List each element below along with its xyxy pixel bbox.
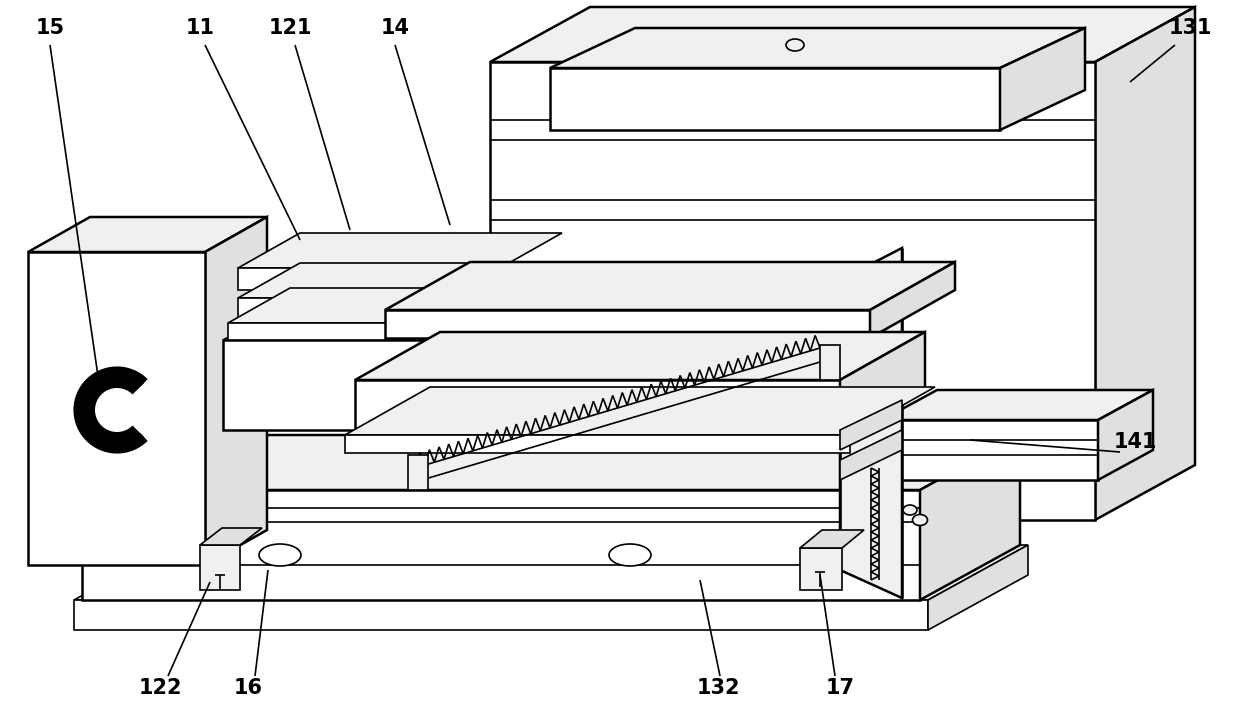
Text: 131: 131 [1168, 18, 1211, 38]
Ellipse shape [913, 515, 928, 525]
Polygon shape [238, 268, 500, 290]
Polygon shape [238, 298, 500, 318]
Polygon shape [839, 248, 901, 598]
Text: 14: 14 [381, 18, 409, 38]
Polygon shape [223, 340, 515, 430]
Text: 11: 11 [186, 18, 215, 38]
Text: 132: 132 [696, 678, 740, 698]
Polygon shape [355, 380, 839, 435]
Polygon shape [205, 217, 267, 565]
Polygon shape [345, 387, 935, 435]
Text: 17: 17 [826, 678, 854, 698]
Polygon shape [551, 68, 999, 130]
Polygon shape [1095, 7, 1195, 520]
Polygon shape [551, 28, 1085, 68]
Polygon shape [82, 435, 1021, 490]
Polygon shape [820, 345, 839, 380]
Polygon shape [238, 233, 562, 268]
Polygon shape [490, 7, 1195, 62]
Polygon shape [238, 263, 562, 298]
Ellipse shape [786, 39, 804, 51]
Polygon shape [800, 530, 864, 548]
Polygon shape [999, 28, 1085, 130]
Polygon shape [490, 62, 1095, 520]
Polygon shape [882, 420, 1097, 480]
Polygon shape [82, 490, 920, 600]
Polygon shape [384, 262, 955, 310]
Polygon shape [79, 372, 144, 448]
Ellipse shape [138, 505, 153, 515]
Ellipse shape [259, 544, 301, 566]
Polygon shape [200, 528, 262, 545]
Polygon shape [29, 252, 205, 565]
Polygon shape [223, 305, 577, 340]
Polygon shape [200, 545, 241, 590]
Polygon shape [870, 262, 955, 338]
Text: 122: 122 [138, 678, 182, 698]
Ellipse shape [609, 544, 651, 566]
Polygon shape [228, 288, 572, 323]
Text: 15: 15 [36, 18, 64, 38]
Polygon shape [74, 545, 1028, 600]
Text: 141: 141 [1114, 432, 1157, 452]
Ellipse shape [962, 466, 977, 478]
Polygon shape [800, 548, 842, 590]
Polygon shape [928, 545, 1028, 630]
Polygon shape [839, 430, 901, 480]
Polygon shape [1097, 390, 1153, 480]
Text: 16: 16 [233, 678, 263, 698]
Polygon shape [408, 455, 428, 490]
Polygon shape [839, 332, 925, 435]
Polygon shape [920, 435, 1021, 600]
Ellipse shape [903, 505, 918, 515]
Polygon shape [74, 600, 928, 630]
Polygon shape [355, 332, 925, 380]
Polygon shape [345, 435, 849, 453]
Polygon shape [29, 217, 267, 252]
Polygon shape [839, 400, 901, 450]
Polygon shape [384, 310, 870, 338]
Polygon shape [228, 323, 510, 340]
Polygon shape [882, 390, 1153, 420]
Text: 121: 121 [268, 18, 311, 38]
